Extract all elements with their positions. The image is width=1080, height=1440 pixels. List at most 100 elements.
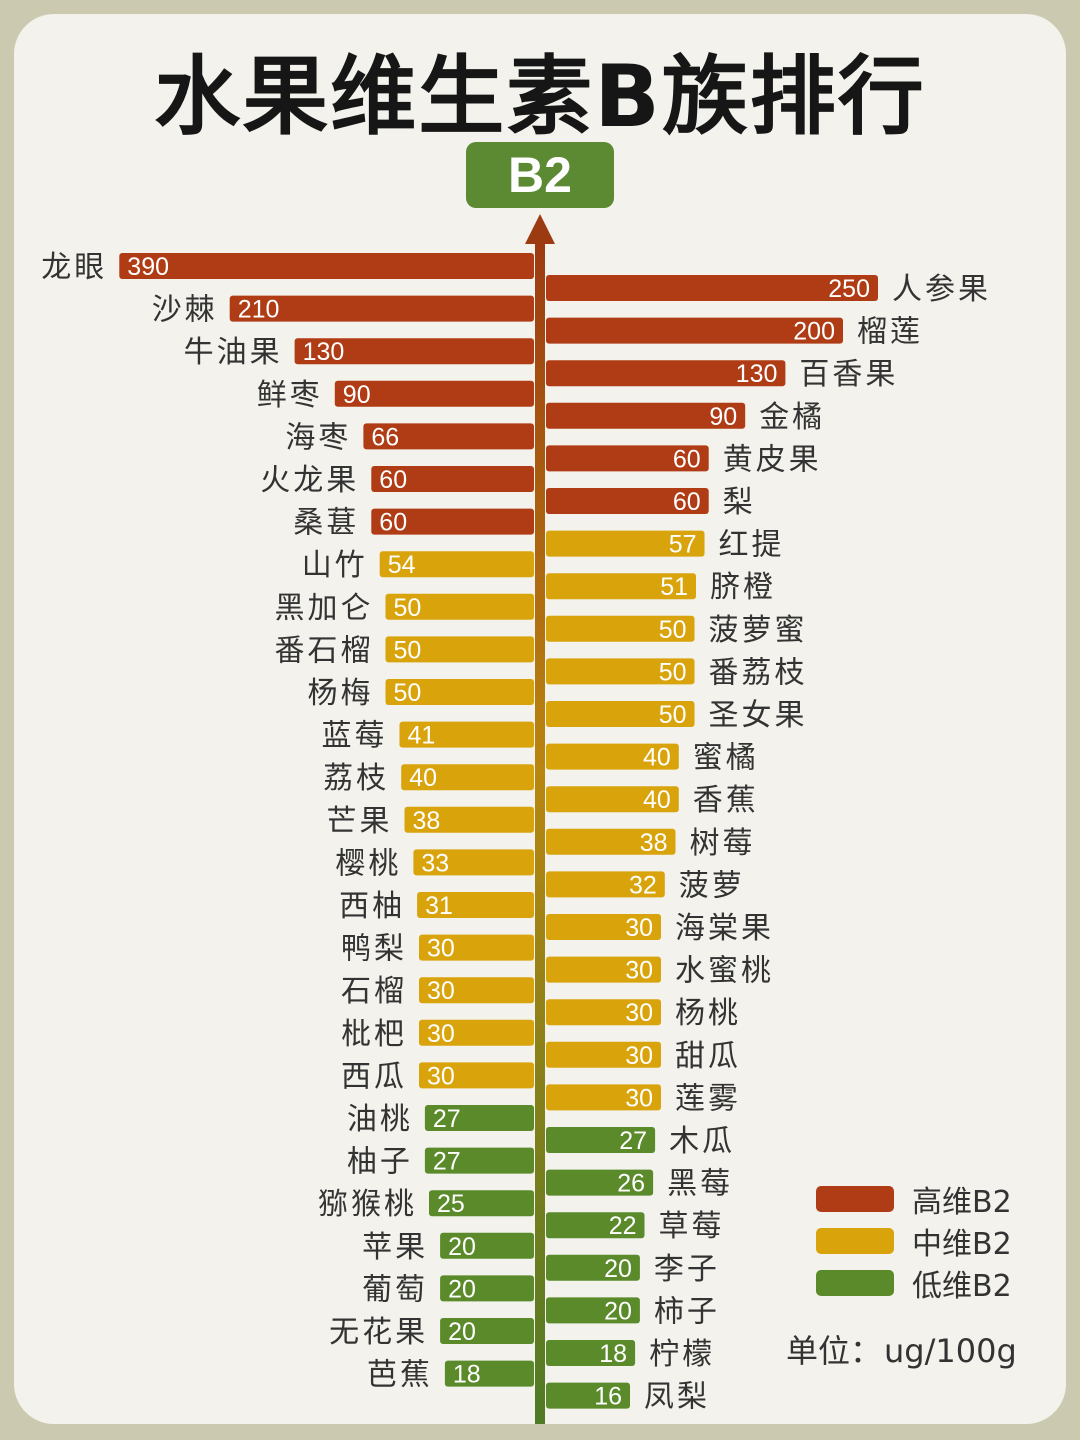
category-label: 蜜橘 [693,741,759,776]
bar-right [546,1297,640,1324]
category-label: 无花果 [329,1315,428,1350]
bar-right [546,1084,661,1111]
bar-right [546,530,705,557]
bar-right [546,488,709,514]
bar-value-label: 90 [343,381,371,409]
unit-value: ug/100g [884,1332,1017,1370]
legend-label-high: 高维B2 [912,1185,1012,1220]
bar-value-label: 50 [659,658,687,686]
category-label: 番荔枝 [709,655,808,690]
category-label: 杨梅 [308,676,374,711]
category-label: 沙棘 [152,293,218,328]
category-label: 苹果 [362,1230,428,1265]
bar-right [546,1041,661,1068]
unit-label: 单位： [786,1332,883,1370]
bar-left [401,764,534,791]
bar-value-label: 20 [604,1255,632,1283]
category-label: 榴莲 [857,315,923,350]
bar-right [546,914,661,940]
bar-left [371,466,534,492]
category-label: 梨 [723,485,756,520]
bar-value-label: 18 [599,1340,627,1368]
bar-value-label: 40 [643,744,671,772]
bar-value-label: 31 [425,892,453,920]
bar-value-label: 40 [643,786,671,814]
bar-value-label: 30 [427,1020,455,1048]
legend-swatch-low [816,1270,894,1296]
bar-right [546,871,665,898]
bar-left [419,1019,534,1046]
bar-value-label: 66 [371,423,399,451]
bar-value-label: 22 [609,1212,637,1240]
bar-value-label: 26 [617,1170,645,1198]
bar-value-label: 50 [659,701,687,729]
bar-left [424,1105,534,1131]
bar-right [546,573,696,600]
bar-value-label: 130 [736,360,778,388]
bar-right [546,1382,630,1409]
bar-value-label: 30 [427,977,455,1005]
bar-left [379,551,534,578]
bar-left [385,593,534,620]
category-label: 草莓 [659,1209,725,1244]
bar-left [404,806,534,833]
category-label: 菠萝 [679,868,745,903]
bar-left [429,1190,534,1217]
bar-right [546,658,695,685]
category-label: 杨桃 [675,996,741,1031]
category-label: 海棠果 [675,911,774,946]
page-title: 水果维生素B族排行 [154,47,926,147]
category-label: 桑葚 [293,506,359,541]
bar-right [546,828,676,855]
category-label: 红提 [719,528,785,563]
category-label: 黑莓 [667,1167,733,1202]
axis-arrow-icon [525,214,555,244]
bar-left [419,977,534,1004]
bar-right [546,999,661,1026]
bar-value-label: 60 [673,445,701,473]
bar-value-label: 25 [437,1190,465,1218]
category-label: 金橘 [759,400,825,435]
bar-value-label: 54 [388,551,416,579]
category-label: 凤梨 [644,1380,710,1415]
bar-value-label: 51 [660,573,688,601]
category-label: 牛油果 [184,335,283,370]
category-label: 西柚 [339,889,405,924]
bar-left [229,295,534,322]
category-label: 猕猴桃 [318,1187,417,1222]
category-label: 枇杷 [341,1017,407,1052]
bar-value-label: 20 [448,1233,476,1261]
bar-left [413,849,534,876]
bar-value-label: 30 [427,1062,455,1090]
bar-right [546,701,695,727]
bar-value-label: 50 [394,636,422,664]
category-label: 火龙果 [260,463,359,498]
bar-left [440,1275,534,1302]
bar-right [546,1212,645,1239]
bar-value-label: 32 [629,871,657,899]
category-label: 西瓜 [341,1059,407,1094]
bar-value-label: 30 [625,914,653,942]
legend-item-high: 高维B2 [816,1178,1012,1220]
legend-swatch-high [816,1186,894,1212]
axis-line [535,238,545,1424]
bar-value-label: 30 [625,1084,653,1112]
category-label: 芭蕉 [367,1358,433,1393]
bar-value-label: 18 [453,1361,481,1389]
bar-right [546,275,878,301]
legend-label-low: 低维B2 [912,1269,1012,1304]
bar-right [546,956,661,983]
legend-item-low: 低维B2 [816,1262,1012,1304]
bar-value-label: 390 [127,253,169,281]
bar-value-label: 50 [394,679,422,707]
category-label: 莲雾 [675,1081,741,1116]
bar-value-label: 200 [793,318,835,346]
bar-value-label: 50 [394,594,422,622]
category-label: 百香果 [799,357,898,392]
bar-value-label: 20 [448,1318,476,1346]
unit-note: 单位：ug/100g [784,1326,1017,1372]
category-label: 石榴 [341,974,407,1009]
category-label: 脐橙 [710,570,776,605]
bar-value-label: 20 [604,1297,632,1325]
bar-value-label: 60 [379,509,407,537]
